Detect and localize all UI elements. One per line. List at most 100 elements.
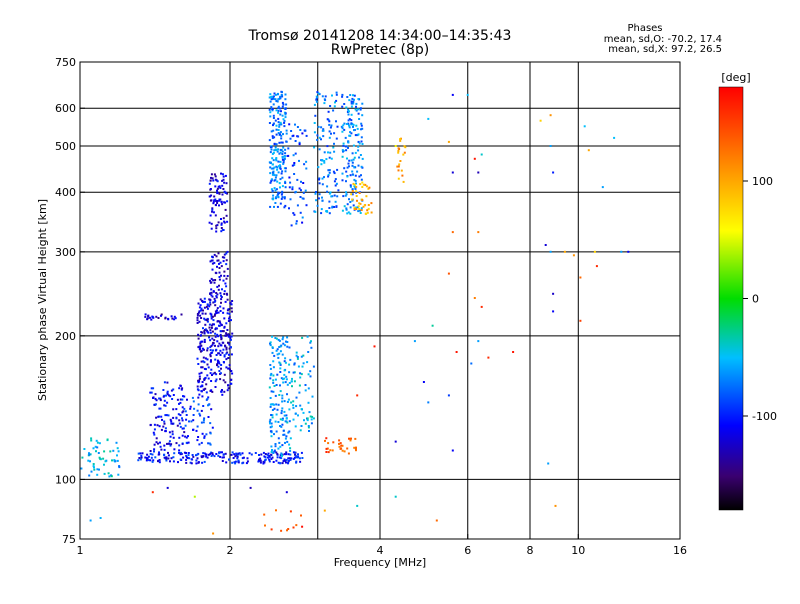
data-point (234, 460, 237, 463)
data-point (354, 134, 357, 137)
data-point (219, 455, 222, 458)
data-point (241, 457, 244, 460)
data-point (311, 415, 314, 418)
data-point (163, 420, 166, 423)
data-point (206, 358, 209, 361)
data-point (272, 122, 275, 125)
data-point (477, 171, 480, 174)
data-point (191, 396, 194, 399)
data-point (270, 180, 273, 183)
data-point (228, 458, 231, 461)
data-point (547, 462, 550, 465)
data-point (285, 459, 288, 461)
x-tick-label: 10 (571, 544, 585, 557)
data-point (365, 212, 368, 215)
data-point (278, 346, 281, 348)
data-point (275, 413, 278, 416)
data-point (398, 163, 401, 166)
data-point (167, 454, 170, 457)
data-point (146, 457, 149, 460)
data-point (435, 519, 438, 522)
data-point (210, 277, 213, 280)
data-point (207, 396, 210, 399)
data-point (203, 297, 206, 300)
data-point (206, 329, 208, 332)
data-point (512, 351, 515, 353)
data-point (236, 457, 239, 460)
data-point (212, 202, 215, 205)
colorbar (718, 86, 744, 511)
data-point (214, 335, 217, 338)
data-point (196, 453, 199, 456)
data-point (170, 420, 173, 423)
data-point (205, 455, 208, 458)
phase-info-o: mean, sd,O: -70.2, 17.4 (604, 34, 722, 45)
data-point (315, 98, 318, 101)
data-point (183, 395, 186, 398)
data-point (221, 288, 223, 291)
data-point (355, 195, 358, 197)
data-point (151, 316, 154, 318)
data-point (159, 399, 162, 402)
data-point (175, 442, 178, 445)
data-point (184, 410, 187, 413)
data-point (204, 323, 207, 326)
data-point (144, 315, 147, 318)
data-point (217, 454, 220, 457)
data-point (333, 180, 336, 183)
data-point (103, 472, 106, 475)
data-point (206, 304, 209, 307)
data-point (310, 346, 313, 349)
data-point (116, 447, 119, 450)
data-point (281, 196, 284, 199)
data-point (276, 205, 279, 208)
data-point (206, 456, 209, 459)
data-point (246, 457, 249, 460)
data-point (351, 97, 354, 100)
data-point (341, 172, 344, 175)
data-point (315, 95, 318, 98)
data-point (274, 119, 277, 122)
data-point (328, 192, 331, 195)
data-point (153, 443, 156, 446)
data-point (301, 525, 304, 528)
data-point (287, 462, 289, 465)
data-point (300, 189, 302, 192)
data-point (83, 448, 86, 450)
data-point (285, 103, 288, 106)
data-point (269, 115, 272, 118)
data-point (230, 319, 232, 322)
data-point (147, 459, 150, 462)
data-point (201, 395, 204, 398)
data-point (218, 370, 221, 372)
data-point (554, 504, 557, 507)
data-point (284, 381, 287, 384)
data-point (317, 92, 320, 95)
data-point (327, 451, 330, 454)
data-point (214, 178, 217, 181)
data-point (572, 254, 575, 257)
data-point (146, 318, 149, 321)
data-point (271, 135, 274, 138)
data-point (358, 175, 361, 178)
data-point (218, 342, 221, 345)
x-tick-label: 2 (227, 544, 234, 557)
data-point (222, 188, 225, 190)
data-point (292, 406, 295, 409)
data-point (288, 186, 291, 189)
data-point (291, 377, 293, 380)
data-point (271, 136, 274, 139)
data-point (273, 174, 276, 177)
data-point (173, 315, 176, 318)
data-point (278, 152, 281, 155)
data-point (286, 341, 289, 343)
data-point (302, 191, 305, 194)
data-point (241, 452, 244, 455)
data-point (295, 354, 298, 357)
data-point (220, 172, 222, 175)
data-point (212, 341, 215, 344)
data-point (309, 415, 312, 418)
data-point (203, 341, 206, 343)
data-point (210, 326, 213, 329)
data-point (222, 456, 225, 459)
